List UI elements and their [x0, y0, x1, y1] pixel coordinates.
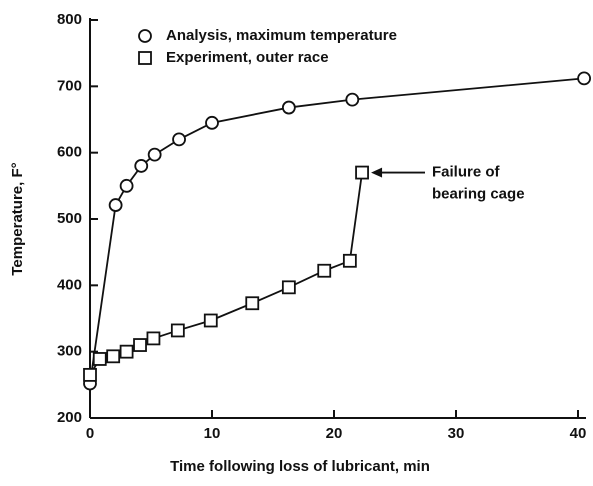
marker — [203, 313, 218, 328]
legend-label: Experiment, outer race — [166, 49, 329, 66]
legend-marker — [138, 29, 152, 43]
marker — [205, 115, 219, 130]
annotation-arrowhead — [371, 167, 383, 178]
marker — [92, 352, 107, 366]
annotation: Failure of — [432, 164, 501, 181]
y-tick-label: 300 — [57, 343, 82, 360]
x-tick-label: 0 — [86, 425, 94, 442]
marker — [355, 165, 369, 180]
marker — [317, 263, 332, 278]
marker — [170, 323, 185, 338]
marker — [134, 159, 149, 173]
x-tick-label: 40 — [570, 425, 587, 442]
marker — [119, 178, 134, 193]
x-tick-label: 30 — [448, 425, 465, 442]
marker — [281, 100, 296, 115]
marker — [245, 296, 260, 311]
y-tick-label: 400 — [57, 276, 82, 293]
marker — [83, 367, 97, 382]
x-axis-label: Time following loss of lubricant, min — [170, 458, 430, 475]
marker — [172, 132, 186, 147]
annotation: bearing cage — [432, 186, 525, 203]
marker — [345, 92, 360, 107]
marker — [108, 198, 123, 212]
y-tick-label: 500 — [57, 210, 82, 227]
y-tick-label: 800 — [57, 11, 82, 28]
x-tick-label: 10 — [204, 425, 221, 442]
legend-marker — [138, 51, 152, 65]
marker — [133, 338, 147, 352]
marker — [342, 253, 357, 268]
marker — [147, 147, 162, 162]
marker — [146, 331, 161, 346]
y-axis-label: Temperature, F° — [9, 162, 26, 275]
y-tick-label: 600 — [57, 144, 82, 161]
marker — [577, 71, 591, 86]
y-tick-label: 200 — [57, 409, 82, 426]
marker — [106, 349, 121, 364]
marker — [281, 280, 296, 295]
legend-label: Analysis, maximum temperature — [166, 27, 397, 44]
marker — [119, 344, 134, 359]
series-line — [89, 77, 585, 384]
y-tick-label: 700 — [57, 77, 82, 94]
x-tick-label: 20 — [326, 425, 343, 442]
